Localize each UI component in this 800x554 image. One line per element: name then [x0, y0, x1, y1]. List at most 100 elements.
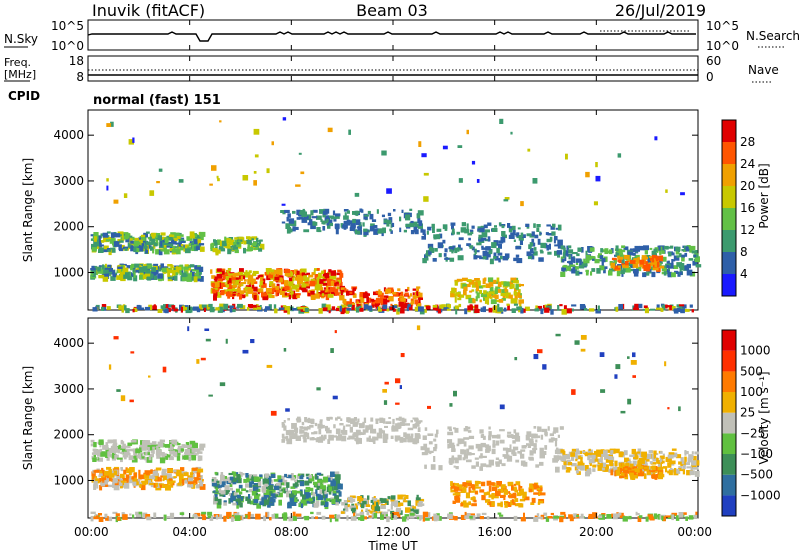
data-cell: [161, 452, 165, 457]
data-cell: [148, 375, 151, 378]
data-cell: [528, 244, 532, 250]
data-cell: [110, 276, 116, 281]
data-cell: [417, 210, 424, 216]
data-cell: [558, 242, 562, 248]
data-cell: [535, 435, 541, 439]
data-cell: [425, 253, 431, 257]
data-cell: [532, 178, 538, 184]
data-cell: [355, 210, 359, 216]
data-cell: [413, 509, 419, 515]
data-cell: [381, 150, 387, 156]
data-cell: [491, 494, 494, 500]
data-cell: [140, 484, 146, 491]
data-cell: [392, 418, 395, 425]
data-cell: [305, 283, 310, 287]
data-cell: [354, 506, 358, 509]
data-cell: [113, 199, 119, 204]
data-cell: [598, 458, 603, 463]
data-cell: [327, 127, 333, 133]
data-cell: [339, 423, 344, 426]
data-cell: [646, 471, 652, 475]
data-cell: [168, 478, 173, 481]
data-cell: [400, 297, 406, 302]
data-cell: [480, 307, 483, 312]
data-cell: [136, 454, 141, 459]
data-cell: [486, 516, 490, 520]
data-cell: [681, 512, 687, 515]
data-cell: [480, 463, 487, 467]
data-cell: [656, 261, 660, 268]
data-cell: [692, 467, 699, 470]
data-cell: [675, 250, 680, 255]
data-cell: [137, 246, 144, 252]
data-cell: [450, 489, 456, 493]
data-cell: [463, 427, 469, 432]
data-cell: [133, 275, 138, 282]
data-cell: [588, 448, 591, 452]
data-cell: [238, 484, 243, 489]
data-cell: [619, 466, 625, 470]
data-cell: [356, 226, 362, 229]
data-cell: [535, 464, 540, 468]
data-cell: [379, 497, 383, 502]
data-cell: [314, 422, 318, 427]
data-cell: [651, 516, 655, 521]
data-cell: [215, 287, 218, 290]
data-cell: [649, 247, 653, 250]
data-cell: [482, 455, 487, 458]
data-cell: [685, 451, 689, 454]
data-cell: [669, 468, 673, 471]
data-cell: [489, 258, 494, 265]
data-cell: [475, 443, 481, 449]
data-cell: [644, 250, 648, 255]
data-cell: [246, 477, 251, 483]
data-cell: [279, 290, 285, 294]
data-cell: [302, 289, 308, 293]
data-cell: [136, 305, 142, 310]
data-cell: [425, 257, 429, 261]
data-cell: [126, 477, 129, 483]
data-cell: [111, 238, 116, 243]
data-cell: [603, 269, 606, 274]
data-cell: [158, 483, 165, 486]
data-cell: [373, 229, 379, 235]
data-cell: [300, 426, 306, 429]
data-cell: [629, 268, 635, 272]
data-cell: [399, 421, 405, 426]
data-cell: [256, 306, 262, 310]
data-cell: [414, 433, 420, 437]
data-cell: [447, 426, 452, 430]
data-cell: [339, 305, 342, 312]
data-cell: [537, 426, 540, 432]
data-cell: [653, 255, 659, 262]
data-cell: [557, 252, 560, 258]
data-cell: [455, 466, 459, 470]
data-cell: [585, 171, 590, 178]
data-cell: [570, 456, 575, 461]
data-cell: [130, 240, 136, 244]
data-cell: [189, 472, 193, 476]
data-cell: [119, 271, 124, 276]
data-cell: [196, 308, 201, 313]
data-cell: [311, 516, 314, 520]
data-cell: [374, 506, 381, 511]
data-cell: [284, 280, 289, 286]
data-cell: [429, 246, 433, 252]
data-cell: [431, 223, 435, 228]
data-cell: [581, 247, 584, 253]
data-cell: [567, 249, 574, 254]
data-cell: [321, 276, 326, 279]
data-cell: [540, 308, 544, 315]
data-cell: [639, 469, 643, 474]
data-cell: [394, 504, 398, 508]
data-cell: [245, 483, 250, 488]
data-cell: [170, 455, 173, 460]
data-cell: [196, 484, 202, 489]
data-cell: [303, 438, 307, 443]
data-cell: [223, 303, 229, 310]
data-cell: [110, 248, 116, 253]
data-cell: [665, 263, 671, 267]
data-cell: [190, 443, 192, 448]
data-cell: [268, 269, 275, 272]
data-cell: [520, 517, 526, 522]
